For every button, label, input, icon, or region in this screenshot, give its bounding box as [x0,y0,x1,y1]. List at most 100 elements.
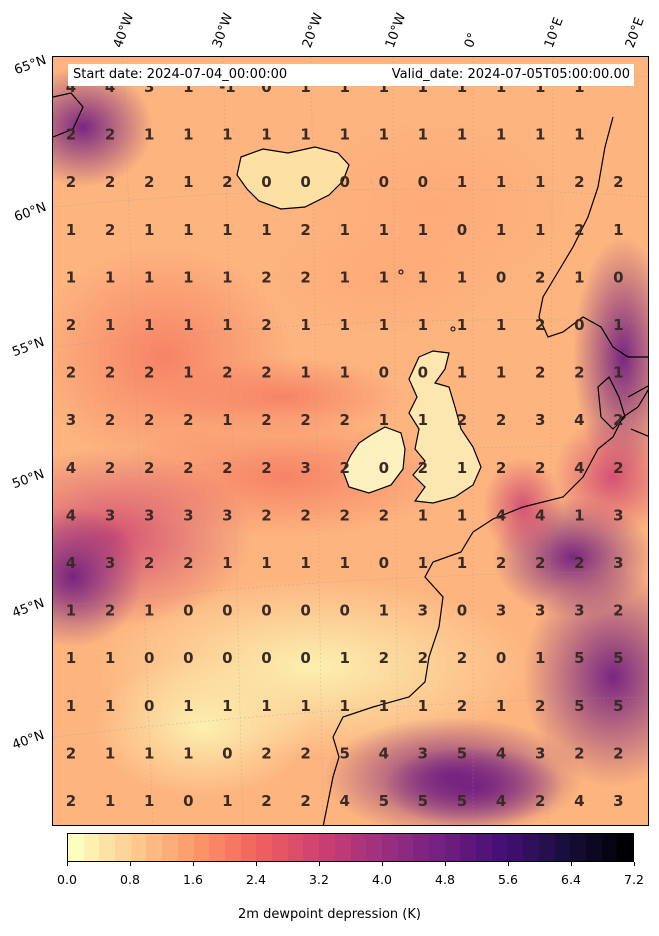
colorbar-label: 2m dewpoint depression (K) [238,907,421,922]
grid-value-11-9: 3 [418,602,428,620]
lon-label-0: 0° [461,30,482,50]
header-bar: Start date: 2024-07-04_00:00:00 Valid_da… [68,64,634,86]
grid-value-13-10: 2 [457,697,467,715]
grid-value-14-6: 2 [300,744,310,762]
grid-value-5-13: 0 [574,316,584,334]
grid-value-2-10: 1 [457,173,467,191]
grid-value-12-14: 5 [613,649,623,667]
colorbar-segment [413,834,431,861]
grid-value-1-0: 2 [66,126,76,144]
grid-value-4-5: 2 [261,268,271,286]
grid-value-14-5: 2 [261,744,271,762]
grid-value-4-1: 1 [105,268,115,286]
grid-value-11-0: 1 [66,602,76,620]
grid-value-9-7: 2 [339,506,349,524]
colorbar [67,833,635,862]
grid-value-7-2: 2 [144,411,154,429]
grid-value-3-3: 1 [183,221,193,239]
colorbar-segment [366,834,383,861]
grid-value-5-2: 1 [144,316,154,334]
grid-value-2-12: 1 [535,173,545,191]
grid-value-1-5: 1 [261,126,271,144]
colorbar-segment [601,834,619,861]
grid-value-3-13: 2 [574,221,584,239]
grid-value-6-3: 1 [183,364,193,382]
grid-value-6-2: 2 [144,364,154,382]
grid-value-9-4: 3 [222,506,232,524]
colorbar-segment [585,834,603,861]
colorbar-segment [319,834,336,861]
grid-value-6-0: 2 [66,364,76,382]
grid-value-9-3: 3 [183,506,193,524]
grid-value-10-12: 2 [535,554,545,572]
colorbar-tick-label: 2.4 [246,872,266,887]
grid-value-15-2: 1 [144,792,154,810]
grid-value-6-12: 2 [535,364,545,382]
grid-value-3-5: 1 [261,221,271,239]
colorbar-segment [460,834,478,861]
grid-value-5-14: 1 [613,316,623,334]
colorbar-segment [115,834,132,861]
colorbar-segment [350,834,368,861]
grid-value-7-12: 3 [535,411,545,429]
grid-value-3-14: 1 [613,221,623,239]
colorbar-tick-mark [508,862,509,866]
grid-value-11-2: 1 [144,602,154,620]
grid-value-13-8: 1 [379,697,389,715]
grid-value-4-0: 1 [66,268,76,286]
grid-value-8-6: 3 [300,459,310,477]
great-britain-coastline [408,350,482,504]
grid-value-5-10: 1 [457,316,467,334]
grid-value-1-1: 2 [105,126,115,144]
colorbar-segment [256,834,274,861]
grid-value-12-9: 2 [418,649,428,667]
grid-value-6-13: 2 [574,364,584,382]
iceland-coastline [236,146,350,210]
grid-value-11-5: 0 [261,602,271,620]
grid-value-9-2: 3 [144,506,154,524]
grid-value-13-13: 5 [574,697,584,715]
grid-value-1-9: 1 [418,126,428,144]
lat-label-60n: 60°N [12,199,49,226]
grid-value-15-3: 0 [183,792,193,810]
grid-value-12-3: 0 [183,649,193,667]
grid-value-7-11: 2 [496,411,506,429]
colorbar-segment [99,834,117,861]
colorbar-segment [570,834,588,861]
grid-value-0-3: 1 [183,78,193,96]
grid-value-6-8: 0 [379,364,389,382]
grid-value-1-3: 1 [183,126,193,144]
colorbar-tick-mark [319,862,320,866]
grid-value-5-7: 1 [339,316,349,334]
lon-label-10w: 10°W [382,11,410,50]
grid-value-5-4: 1 [222,316,232,334]
colorbar-tick-mark [382,862,383,866]
grid-value-12-4: 0 [222,649,232,667]
grid-value-7-4: 1 [222,411,232,429]
grid-value-4-6: 2 [300,268,310,286]
grid-value-15-5: 2 [261,792,271,810]
grid-value-7-9: 1 [418,411,428,429]
colorbar-segment [538,834,556,861]
grid-value-13-6: 1 [300,697,310,715]
faroe-islands [398,269,404,275]
grid-value-5-3: 1 [183,316,193,334]
grid-value-4-9: 1 [418,268,428,286]
grid-value-8-13: 4 [574,459,584,477]
lat-label-50n: 50°N [10,466,47,493]
grid-value-11-14: 2 [613,602,623,620]
grid-value-9-5: 2 [261,506,271,524]
grid-value-11-11: 3 [496,602,506,620]
colorbar-segment [397,834,415,861]
grid-value-3-4: 1 [222,221,232,239]
grid-value-7-3: 2 [183,411,193,429]
grid-value-2-13: 2 [574,173,584,191]
grid-value-9-13: 1 [574,506,584,524]
grid-value-10-9: 1 [418,554,428,572]
grid-value-13-0: 1 [66,697,76,715]
colorbar-segment [287,834,305,861]
grid-value-labels: 4 4 3 1 -1 0 1 1 1 1 1 1 1 12 2 1 1 1 1 1 1 1 1 1 1 1 12 2 2 1 2 0 0 0 0 0 1… [66,78,624,810]
grid-value-13-11: 1 [496,697,506,715]
grid-value-13-9: 1 [418,697,428,715]
grid-value-8-3: 2 [183,459,193,477]
